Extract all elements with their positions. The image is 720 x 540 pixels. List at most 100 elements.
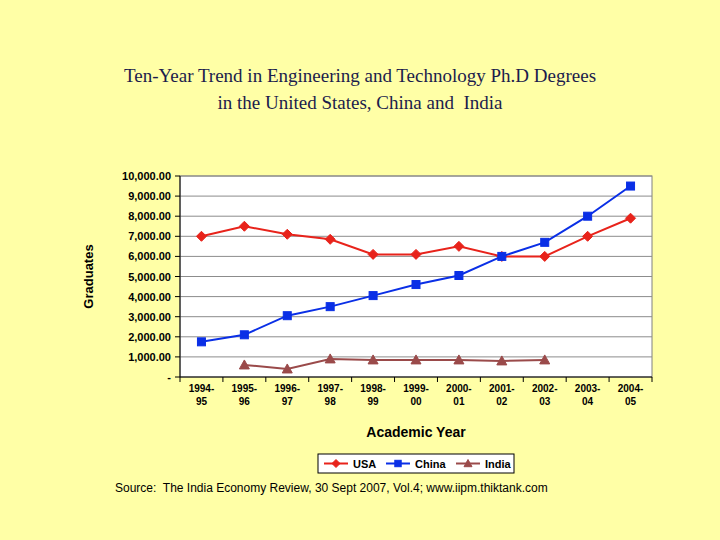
data-point (240, 331, 248, 339)
x-tick-label: 1998- 99 (360, 383, 386, 407)
x-tick-label-line: 03 (539, 396, 551, 407)
plot-area (180, 176, 652, 377)
grid-line (180, 196, 652, 197)
series-group (196, 182, 635, 373)
x-tick-label-line: 01 (453, 396, 465, 407)
data-point (497, 356, 507, 365)
data-point (584, 212, 592, 220)
data-point (454, 241, 464, 251)
x-tick-label-line: 1999- (403, 383, 429, 394)
y-tick (175, 377, 180, 378)
y-axis-title: Graduates (81, 244, 96, 308)
legend-label: China (415, 458, 446, 470)
data-point (540, 355, 550, 364)
x-tick-label: 1999- 00 (403, 383, 429, 407)
title-line: Ten-Year Trend in Engineering and Techno… (124, 65, 596, 86)
y-tick (175, 256, 180, 257)
y-tick (175, 216, 180, 217)
title: Ten-Year Trend in Engineering and Techno… (124, 65, 596, 113)
data-point (455, 271, 463, 279)
x-tick (480, 377, 481, 382)
data-point (326, 303, 334, 311)
grid-line (180, 176, 652, 177)
data-point (411, 249, 421, 259)
y-tick (175, 196, 180, 197)
x-tick (180, 377, 181, 382)
data-point (627, 182, 635, 190)
y-tick-label: 8,000.00 (128, 210, 171, 222)
y-tick-label: 2,000.00 (128, 331, 171, 343)
x-tick-label: 2003- 04 (575, 383, 601, 407)
y-axis (180, 176, 181, 377)
data-point (369, 292, 377, 300)
x-tick-label: 2002- 03 (532, 383, 558, 407)
x-tick-label-line: 04 (582, 396, 594, 407)
x-tick-label-line: 1998- (360, 383, 386, 394)
data-point (239, 221, 249, 231)
y-tick (175, 176, 180, 177)
y-tick-label: 7,000.00 (128, 230, 171, 242)
grid-line (180, 216, 652, 217)
data-point (368, 249, 378, 259)
grid-line (180, 316, 652, 317)
x-tick (652, 377, 653, 382)
data-point (325, 354, 335, 363)
grid-line (180, 296, 652, 297)
data-point (497, 251, 507, 261)
data-point (196, 231, 206, 241)
data-point (540, 251, 550, 261)
series-line (201, 186, 630, 342)
x-tick (394, 377, 395, 382)
x-tick (265, 377, 266, 382)
y-tick-label: 6,000.00 (128, 250, 171, 262)
x-axis (180, 377, 652, 378)
y-tick-label: 3,000.00 (128, 311, 171, 323)
x-tick-label-line: 00 (410, 396, 422, 407)
data-point (412, 281, 420, 289)
data-point (411, 355, 421, 364)
data-point (197, 338, 205, 346)
x-tick-label: 1996- 97 (274, 383, 300, 407)
y-tick (175, 356, 180, 357)
x-tick-label-line: 2002- (532, 383, 558, 394)
x-tick-label-line: 99 (368, 396, 380, 407)
x-tick (609, 377, 610, 382)
chart: Ten-Year Trend in Engineering and Techno… (0, 0, 720, 540)
data-point (454, 355, 464, 364)
x-tick-label: 1994-95 (189, 383, 215, 407)
y-tick-label: - (167, 371, 171, 383)
x-tick-label-line: 1994- (189, 383, 215, 394)
data-point (541, 238, 549, 246)
title-line: in the United States, China and India (218, 92, 504, 113)
y-tick (175, 296, 180, 297)
y-tick-label: 1,000.00 (128, 351, 171, 363)
x-tick-label-line: 05 (625, 396, 637, 407)
x-tick-label-line: 1996- (274, 383, 300, 394)
y-tick (175, 236, 180, 237)
legend (318, 454, 514, 473)
y-tick-label: 9,000.00 (128, 190, 171, 202)
x-tick-label-line: 2001- (489, 383, 515, 394)
x-tick-label-line: 1995- (232, 383, 258, 394)
x-tick-label-line: 2003- (575, 383, 601, 394)
x-tick-label: 2000-01 (446, 383, 472, 407)
x-tick (523, 377, 524, 382)
y-tick-label: 4,000.00 (128, 291, 171, 303)
data-point (282, 229, 292, 239)
y-tick-label: 10,000.00 (122, 170, 171, 182)
data-point (583, 231, 593, 241)
source: Source: The India Economy Review, 30 Sep… (115, 481, 548, 495)
grid-line (180, 276, 652, 277)
data-point (239, 360, 249, 369)
legend-label: USA (353, 458, 376, 470)
data-point (283, 312, 291, 320)
x-tick-label-line: 1997- (317, 383, 343, 394)
x-tick-label-line: 97 (282, 396, 294, 407)
x-tick-label: 1995-96 (232, 383, 258, 407)
x-tick-label: 2004-05 (618, 383, 644, 407)
x-tick (308, 377, 309, 382)
x-tick-label-line: 02 (496, 396, 508, 407)
y-tick (175, 336, 180, 337)
grid-line (180, 236, 652, 237)
y-tick (175, 276, 180, 277)
